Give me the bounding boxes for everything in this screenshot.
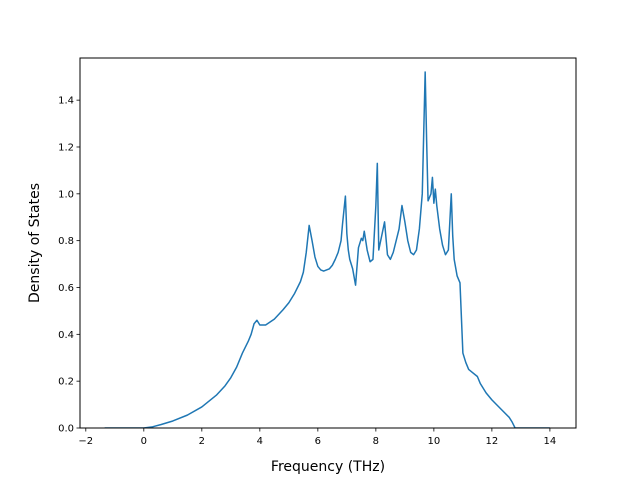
y-tick-label: 0.4 (58, 330, 74, 341)
x-tick-label: 12 (486, 436, 499, 447)
y-tick-label: 0.0 (58, 424, 74, 435)
y-tick-label: 1.4 (58, 96, 74, 107)
x-tick-label: 8 (373, 436, 379, 447)
x-axis-ticks: −2 0 2 4 6 8 10 12 14 (78, 428, 556, 447)
y-tick-label: 0.6 (58, 283, 74, 294)
y-tick-label: 1.2 (58, 142, 74, 153)
x-tick-label: 6 (315, 436, 321, 447)
y-tick-label: 1.0 (58, 189, 74, 200)
y-tick-label: 0.8 (58, 236, 74, 247)
x-tick-label: 0 (141, 436, 147, 447)
x-tick-label: 10 (428, 436, 441, 447)
series-line-0 (104, 71, 550, 428)
series-layer (104, 71, 550, 428)
x-tick-label: 14 (544, 436, 557, 447)
plot-frame (79, 57, 577, 429)
y-axis-label: Density of States (27, 183, 43, 303)
y-axis-ticks: 0.0 0.2 0.4 0.6 0.8 1.0 1.2 1.4 (58, 96, 80, 435)
y-tick-label: 0.2 (58, 377, 74, 388)
x-tick-label: −2 (78, 436, 93, 447)
x-axis-label: Frequency (THz) (271, 459, 385, 475)
x-tick-label: 2 (199, 436, 205, 447)
x-tick-label: 4 (257, 436, 263, 447)
